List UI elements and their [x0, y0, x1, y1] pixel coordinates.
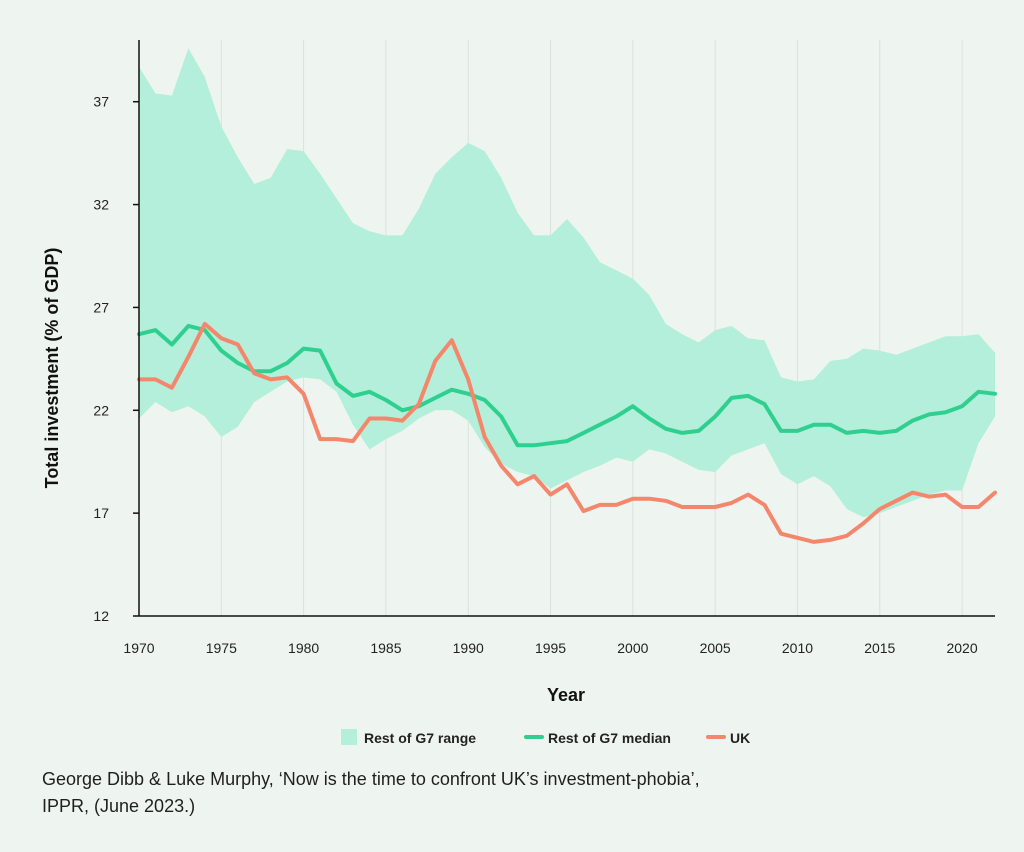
- range-band-layer: [139, 48, 995, 518]
- axes: [138, 40, 995, 617]
- x-tick-label: 2010: [782, 640, 813, 656]
- x-tick-label: 2005: [700, 640, 731, 656]
- y-tick-label: 12: [93, 608, 109, 624]
- x-tick-label: 2000: [617, 640, 648, 656]
- uk-line: [137, 321, 997, 544]
- x-tick-label: 1985: [370, 640, 401, 656]
- y-tick-label: 37: [93, 94, 109, 110]
- median-line: [137, 323, 997, 448]
- source-line-2: IPPR, (June 2023.): [42, 796, 196, 816]
- source-citation: George Dibb & Luke Murphy, ‘Now is the t…: [42, 766, 942, 820]
- x-tick-labels: 1970 1975 1980 1985 1990 1995 2000 2005 2010 2015…: [123, 640, 977, 656]
- source-line-1: George Dibb & Luke Murphy, ‘Now is the t…: [42, 769, 700, 789]
- x-tick-label: 2015: [864, 640, 895, 656]
- legend-label-range: Rest of G7 range: [364, 730, 476, 746]
- range-band: [139, 48, 995, 518]
- y-tick-labels: 12 17 22 27 32 37: [93, 94, 139, 624]
- legend-label-median: Rest of G7 median: [548, 730, 671, 746]
- x-tick-label: 1980: [288, 640, 319, 656]
- legend-swatch-range: [341, 729, 357, 745]
- y-tick-label: 17: [93, 505, 109, 521]
- y-tick-label: 22: [93, 402, 109, 418]
- legend-label-uk: UK: [730, 730, 750, 746]
- x-tick-label: 2020: [946, 640, 977, 656]
- x-tick-label: 1970: [123, 640, 154, 656]
- y-tick-label: 32: [93, 197, 109, 213]
- x-axis-title: Year: [547, 685, 585, 705]
- x-tick-label: 1995: [535, 640, 566, 656]
- y-tick-label: 27: [93, 299, 109, 315]
- y-axis-title: Total investment (% of GDP): [42, 248, 62, 489]
- x-tick-label: 1975: [206, 640, 237, 656]
- x-tick-label: 1990: [453, 640, 484, 656]
- investment-chart: 1970 1975 1980 1985 1990 1995 2000 2005 2010 2015…: [42, 40, 997, 746]
- legend: Rest of G7 range Rest of G7 median UK: [341, 729, 750, 746]
- series-layer: [137, 321, 997, 544]
